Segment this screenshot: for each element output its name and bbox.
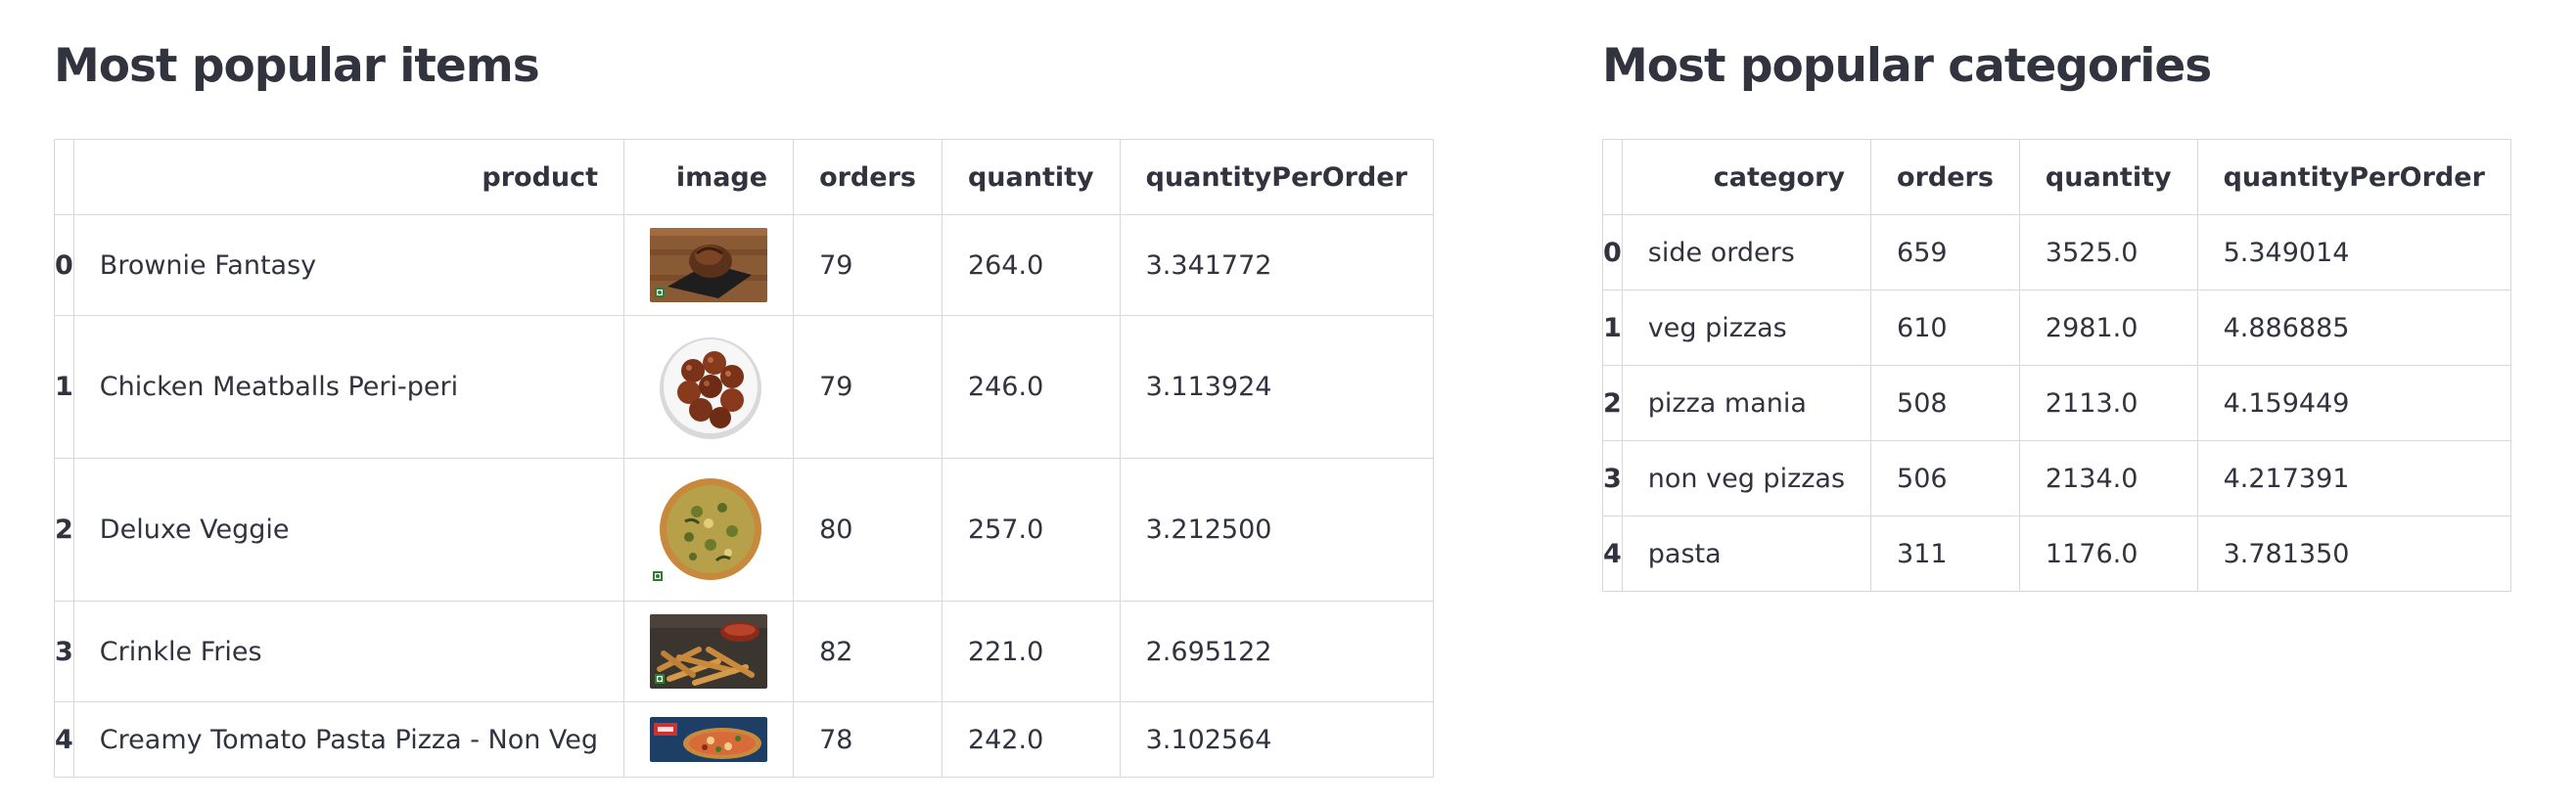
categories-title: Most popular categories: [1602, 39, 2212, 93]
orders-cell: 80: [793, 458, 943, 602]
category-cell: pizza mania: [1621, 365, 1872, 441]
quantity-per-order-cell: 4.159449: [2196, 365, 2511, 441]
table-row: 3 Crinkle Fries: [54, 601, 1434, 702]
row-index: 2: [1602, 365, 1623, 441]
fries-image-icon: [650, 614, 768, 689]
orders-cell: 79: [793, 315, 943, 459]
quantity-per-order-cell: 3.113924: [1119, 315, 1434, 459]
quantity-cell: 3525.0: [2018, 214, 2198, 291]
items-header-image[interactable]: image: [623, 139, 795, 215]
quantity-cell: 2981.0: [2018, 290, 2198, 366]
items-header-orders[interactable]: orders: [793, 139, 943, 215]
category-cell: pasta: [1621, 515, 1872, 592]
category-cell: side orders: [1621, 214, 1872, 291]
row-index: 3: [54, 601, 74, 702]
quantity-cell: 221.0: [941, 601, 1121, 702]
row-index: 1: [1602, 290, 1623, 366]
product-cell: Chicken Meatballs Peri-peri: [72, 315, 625, 459]
orders-cell: 82: [793, 601, 943, 702]
items-header-index: [54, 139, 74, 215]
image-cell: [623, 601, 795, 702]
product-cell: Brownie Fantasy: [72, 214, 625, 316]
row-index: 3: [1602, 440, 1623, 516]
items-title: Most popular items: [54, 39, 540, 93]
items-header-row: product image orders quantity quantityPe…: [54, 139, 1434, 215]
orders-cell: 311: [1870, 515, 2020, 592]
categories-header-quantity[interactable]: quantity: [2018, 139, 2198, 215]
table-row: 2 Deluxe Veggie: [54, 458, 1434, 602]
table-row: 1 veg pizzas 610 2981.0 4.886885: [1602, 290, 2511, 366]
table-row: 1 Chicken Meatballs Peri-peri: [54, 315, 1434, 459]
categories-table: category orders quantity quantityPerOrde…: [1602, 139, 2511, 592]
table-row: 4 Creamy Tomato Pasta Pizza - Non Veg: [54, 701, 1434, 778]
quantity-per-order-cell: 4.217391: [2196, 440, 2511, 516]
row-index: 1: [54, 315, 74, 459]
row-index: 0: [1602, 214, 1623, 291]
items-header-product[interactable]: product: [72, 139, 625, 215]
orders-cell: 610: [1870, 290, 2020, 366]
quantity-cell: 2134.0: [2018, 440, 2198, 516]
row-index: 4: [54, 701, 74, 778]
categories-header-category[interactable]: category: [1621, 139, 1872, 215]
quantity-cell: 264.0: [941, 214, 1121, 316]
quantity-cell: 257.0: [941, 458, 1121, 602]
image-cell: [623, 458, 795, 602]
pizza-image-icon: [650, 473, 768, 586]
categories-header-row: category orders quantity quantityPerOrde…: [1602, 139, 2511, 215]
quantity-per-order-cell: 4.886885: [2196, 290, 2511, 366]
image-cell: [623, 214, 795, 316]
orders-cell: 659: [1870, 214, 2020, 291]
quantity-cell: 1176.0: [2018, 515, 2198, 592]
quantity-per-order-cell: 2.695122: [1119, 601, 1434, 702]
category-cell: veg pizzas: [1621, 290, 1872, 366]
product-cell: Crinkle Fries: [72, 601, 625, 702]
row-index: 0: [54, 214, 74, 316]
orders-cell: 506: [1870, 440, 2020, 516]
items-header-quantity[interactable]: quantity: [941, 139, 1121, 215]
categories-header-orders[interactable]: orders: [1870, 139, 2020, 215]
quantity-cell: 242.0: [941, 701, 1121, 778]
image-cell: [623, 315, 795, 459]
product-cell: Deluxe Veggie: [72, 458, 625, 602]
categories-header-index: [1602, 139, 1623, 215]
category-cell: non veg pizzas: [1621, 440, 1872, 516]
row-index: 2: [54, 458, 74, 602]
quantity-per-order-cell: 3.781350: [2196, 515, 2511, 592]
orders-cell: 79: [793, 214, 943, 316]
items-header-quantity-per-order[interactable]: quantityPerOrder: [1119, 139, 1434, 215]
categories-header-quantity-per-order[interactable]: quantityPerOrder: [2196, 139, 2511, 215]
quantity-per-order-cell: 5.349014: [2196, 214, 2511, 291]
quantity-per-order-cell: 3.341772: [1119, 214, 1434, 316]
product-cell: Creamy Tomato Pasta Pizza - Non Veg: [72, 701, 625, 778]
meatballs-image-icon: [650, 331, 768, 443]
table-row: 0 side orders 659 3525.0 5.349014: [1602, 214, 2511, 291]
row-index: 4: [1602, 515, 1623, 592]
quantity-cell: 2113.0: [2018, 365, 2198, 441]
quantity-per-order-cell: 3.212500: [1119, 458, 1434, 602]
brownie-image-icon: [650, 228, 768, 302]
table-row: 3 non veg pizzas 506 2134.0 4.217391: [1602, 440, 2511, 516]
orders-cell: 78: [793, 701, 943, 778]
orders-cell: 508: [1870, 365, 2020, 441]
image-cell: [623, 701, 795, 778]
table-row: 0 Brownie Fantasy: [54, 214, 1434, 316]
quantity-per-order-cell: 3.102564: [1119, 701, 1434, 778]
items-table: product image orders quantity quantityPe…: [54, 139, 1434, 778]
table-row: 2 pizza mania 508 2113.0 4.159449: [1602, 365, 2511, 441]
pasta-pizza-image-icon: [650, 717, 768, 762]
quantity-cell: 246.0: [941, 315, 1121, 459]
table-row: 4 pasta 311 1176.0 3.781350: [1602, 515, 2511, 592]
